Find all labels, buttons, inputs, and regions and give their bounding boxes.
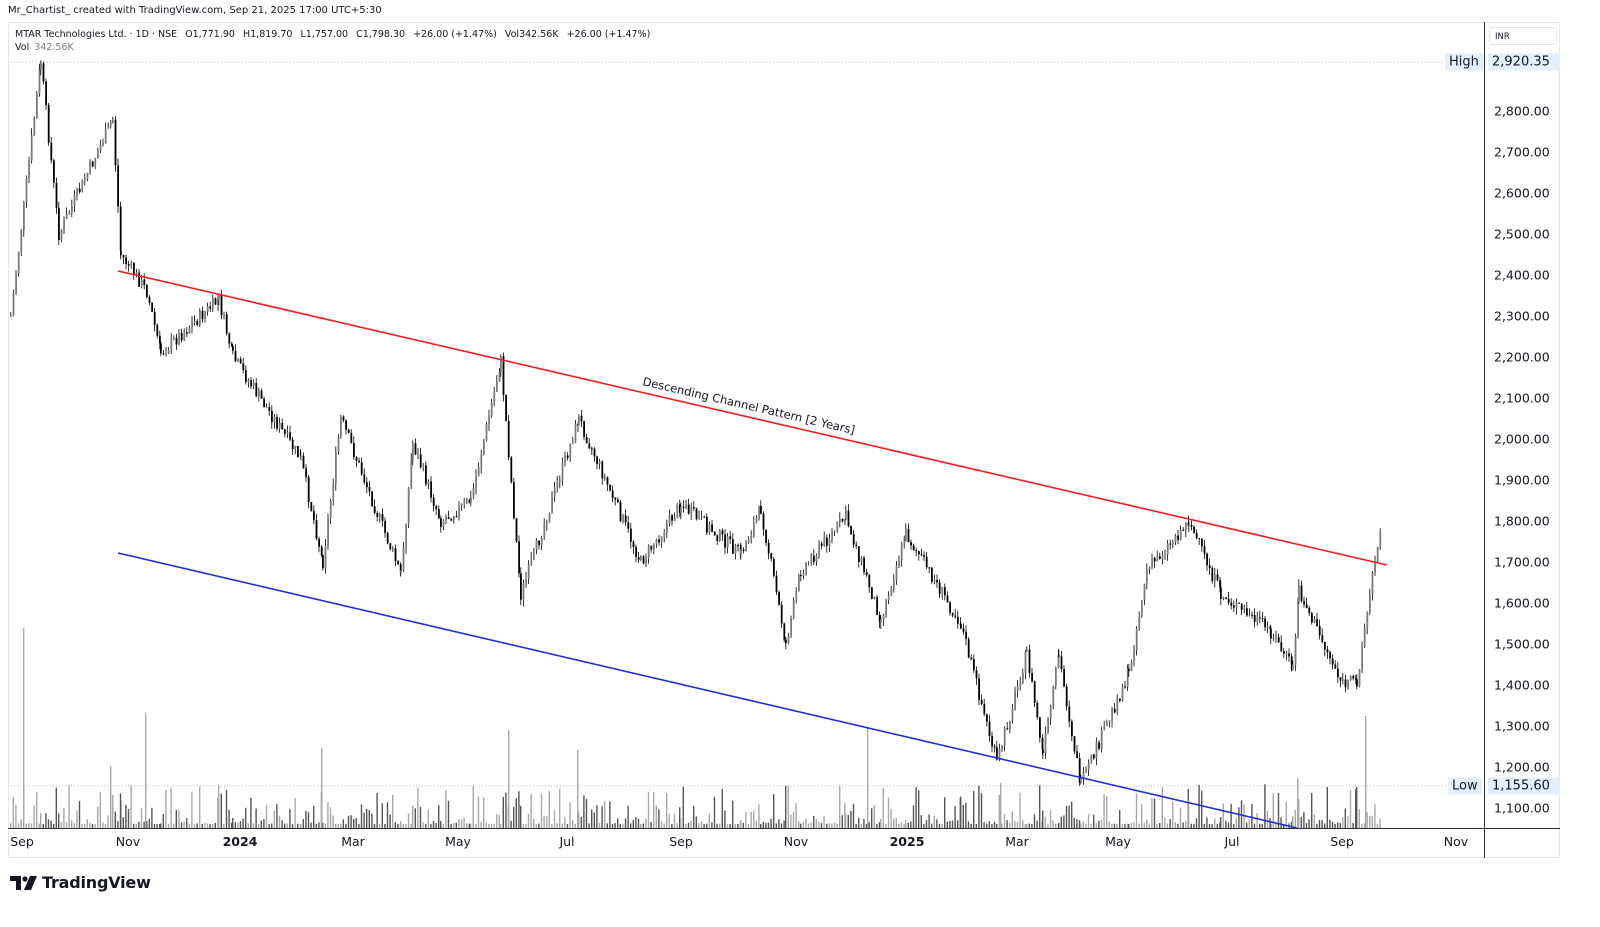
volume-indicator-label[interactable]: Vol bbox=[15, 42, 30, 53]
price-tick: 1,600.00 bbox=[1494, 595, 1550, 611]
price-tick: 1,100.00 bbox=[1494, 800, 1550, 816]
low-marker-label: Low bbox=[1448, 777, 1482, 795]
time-label: Jul bbox=[1224, 834, 1240, 849]
lower-channel-trendline[interactable] bbox=[117, 552, 1298, 829]
time-label: Jul bbox=[559, 834, 575, 849]
time-label: Nov bbox=[783, 834, 809, 849]
time-label-year: 2025 bbox=[889, 834, 925, 849]
brand-name: TradingView bbox=[42, 873, 151, 892]
price-change: +26.00 (+1.47%) bbox=[413, 29, 497, 40]
price-tick: 2,700.00 bbox=[1494, 144, 1550, 160]
time-label: Nov bbox=[115, 834, 141, 849]
price-tick: 2,500.00 bbox=[1494, 226, 1550, 242]
price-axis[interactable] bbox=[1485, 22, 1560, 828]
legend-volume: Vol342.56K bbox=[504, 29, 559, 40]
time-label: May bbox=[1105, 834, 1131, 849]
ohlc-high: H1,819.70 bbox=[242, 29, 293, 40]
time-label: Sep bbox=[10, 834, 34, 849]
time-axis-border bbox=[8, 828, 1560, 829]
channel-annotation[interactable]: Descending Channel Pattern [2 Years] bbox=[641, 374, 856, 437]
tradingview-logo-icon bbox=[10, 875, 37, 890]
price-tick: 2,200.00 bbox=[1494, 349, 1550, 365]
ohlc-close: C1,798.30 bbox=[356, 29, 406, 40]
price-tick: 2,400.00 bbox=[1494, 267, 1550, 283]
price-axis-border bbox=[1484, 22, 1485, 858]
price-tick: 2,800.00 bbox=[1494, 103, 1550, 119]
price-tick: 2,100.00 bbox=[1494, 390, 1550, 406]
volume-bars bbox=[10, 628, 1381, 828]
price-tick: 1,500.00 bbox=[1494, 636, 1550, 652]
candlestick-series bbox=[10, 60, 1382, 786]
price-change-secondary: +26.00 (+1.47%) bbox=[566, 29, 651, 40]
chart-attribution: Mr_Chartist_ created with TradingView.co… bbox=[8, 5, 382, 16]
time-label: Nov bbox=[1443, 834, 1469, 849]
tradingview-logo[interactable]: TradingView bbox=[10, 873, 151, 892]
symbol-name[interactable]: MTAR Technologies Ltd. · 1D · NSE bbox=[15, 29, 178, 40]
chart-frame bbox=[8, 22, 1560, 858]
time-label: Sep bbox=[1330, 834, 1354, 849]
price-tick: 2,000.00 bbox=[1494, 431, 1550, 447]
symbol-legend: MTAR Technologies Ltd. · 1D · NSE O1,771… bbox=[15, 28, 655, 54]
high-marker-value: 2,920.35 bbox=[1488, 53, 1560, 71]
price-tick: 2,300.00 bbox=[1494, 308, 1550, 324]
price-tick: 1,200.00 bbox=[1494, 759, 1550, 775]
price-tick: 1,400.00 bbox=[1494, 677, 1550, 693]
time-label: Sep bbox=[669, 834, 693, 849]
price-tick: 1,900.00 bbox=[1494, 472, 1550, 488]
ohlc-open: O1,771.90 bbox=[185, 29, 235, 40]
low-marker-value: 1,155.60 bbox=[1488, 777, 1560, 795]
price-tick: 2,600.00 bbox=[1494, 185, 1550, 201]
volume-indicator-value: 342.56K bbox=[34, 42, 74, 53]
time-label-year: 2024 bbox=[222, 834, 258, 849]
time-label: Mar bbox=[341, 834, 365, 849]
time-label: Mar bbox=[1005, 834, 1029, 849]
price-tick: 1,300.00 bbox=[1494, 718, 1550, 734]
price-tick: 1,800.00 bbox=[1494, 513, 1550, 529]
currency-label[interactable]: INR bbox=[1489, 27, 1557, 45]
upper-channel-trendline[interactable] bbox=[117, 270, 1388, 566]
time-label: May bbox=[445, 834, 471, 849]
high-marker-label: High bbox=[1445, 53, 1483, 71]
ohlc-low: L1,757.00 bbox=[300, 29, 349, 40]
price-tick: 1,700.00 bbox=[1494, 554, 1550, 570]
